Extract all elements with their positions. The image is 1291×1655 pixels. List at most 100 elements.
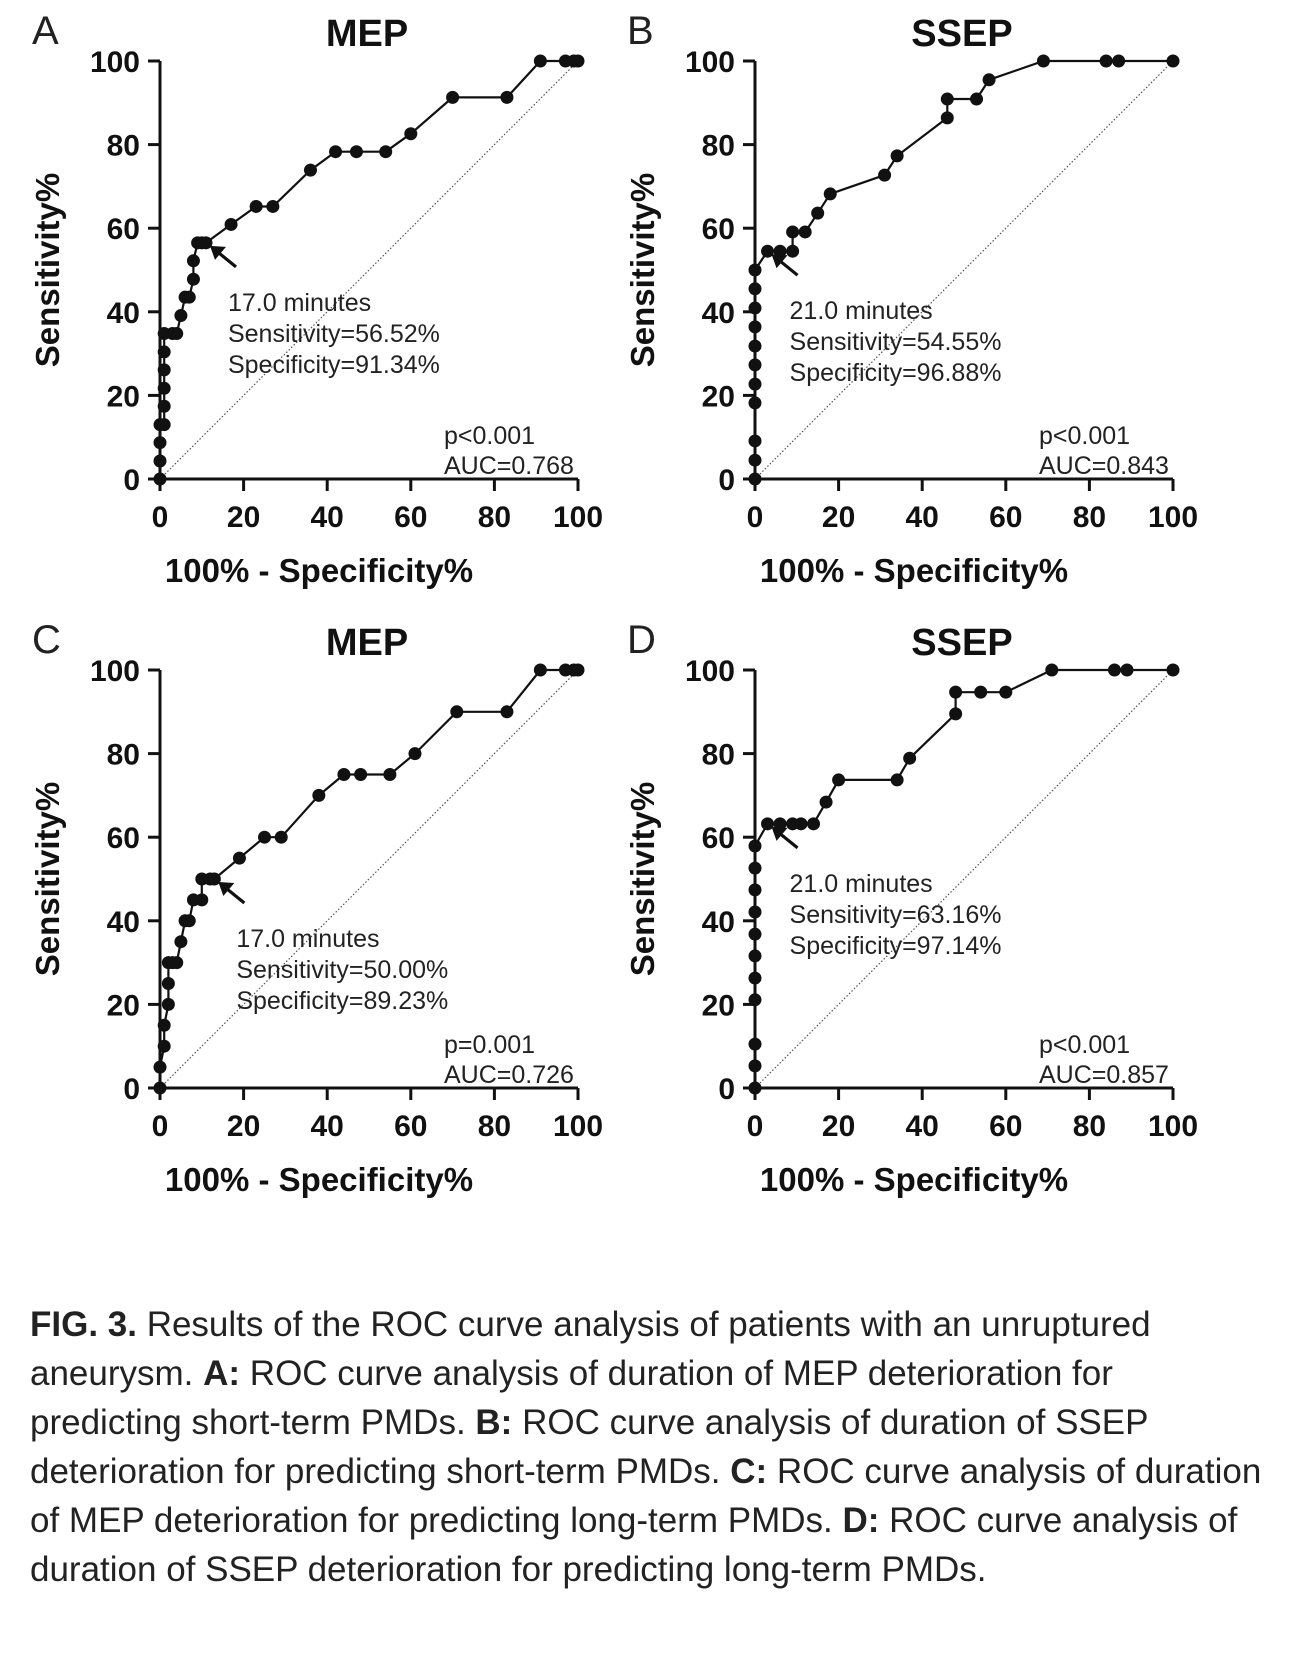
- y-tick-label: 40: [107, 297, 140, 330]
- roc-point: [258, 830, 271, 844]
- cutoff-annotation: 21.0 minutes: [790, 870, 933, 898]
- roc-point: [903, 751, 917, 765]
- roc-point: [157, 381, 171, 395]
- x-tick-label: 100: [553, 1110, 603, 1143]
- figure-label: FIG. 3.: [30, 1305, 137, 1344]
- cutoff-annotation: Sensitivity=63.16%: [790, 901, 1002, 929]
- roc-point: [1107, 663, 1121, 677]
- roc-panel-b: B SSEP 0 20 40 60 80 100 0 20 40 60 80 100 100% - Spec…: [624, 9, 1198, 589]
- roc-point: [786, 225, 800, 239]
- roc-point: [974, 685, 988, 699]
- roc-point: [195, 893, 209, 907]
- roc-point: [157, 345, 171, 359]
- roc-point: [1099, 54, 1113, 68]
- cutoff-annotation: Specificity=91.34%: [228, 351, 440, 379]
- reference-line: [754, 60, 1174, 480]
- reference-line: [754, 669, 1174, 1089]
- caption-part: ROC curve analysis of duration of SSEP d…: [30, 1501, 1238, 1589]
- cutoff-annotation: Sensitivity=56.52%: [228, 320, 440, 348]
- roc-point: [819, 795, 833, 809]
- roc-point: [890, 149, 904, 163]
- roc-point: [157, 399, 171, 413]
- y-tick-label: 20: [702, 989, 735, 1022]
- roc-point: [500, 705, 514, 719]
- y-axis-label: Sensitivity%: [624, 782, 661, 976]
- x-tick-label: 100: [1148, 501, 1198, 534]
- y-tick-label: 60: [107, 822, 140, 855]
- stat-p: p<0.001: [1039, 1031, 1130, 1059]
- chart-title: MEP: [326, 622, 408, 664]
- roc-point: [748, 883, 762, 897]
- x-tick-label: 20: [822, 1110, 855, 1143]
- roc-point: [329, 145, 343, 159]
- roc-point: [1166, 663, 1180, 677]
- x-tick-label: 20: [227, 1110, 260, 1143]
- roc-point: [404, 127, 418, 141]
- caption-part: A:: [203, 1354, 241, 1393]
- roc-point: [1045, 663, 1059, 677]
- roc-point: [999, 685, 1013, 699]
- roc-point: [748, 839, 762, 853]
- roc-point: [408, 747, 422, 761]
- roc-point: [748, 1059, 762, 1073]
- roc-point: [1112, 54, 1126, 68]
- caption-part: C:: [730, 1452, 768, 1491]
- roc-point: [811, 206, 825, 220]
- stat-auc: AUC=0.768: [444, 452, 574, 480]
- roc-point: [157, 363, 171, 377]
- x-tick-label: 60: [394, 1110, 427, 1143]
- roc-point: [940, 111, 954, 125]
- x-tick-label: 0: [747, 1110, 764, 1143]
- y-tick-label: 0: [718, 464, 735, 497]
- roc-point: [940, 92, 954, 106]
- roc-point: [182, 290, 196, 304]
- roc-point: [153, 454, 167, 468]
- caption-part: ROC curve analysis of duration of MEP de…: [30, 1452, 1262, 1540]
- roc-point: [199, 236, 213, 250]
- roc-point: [748, 434, 762, 448]
- x-tick-label: 0: [152, 1110, 169, 1143]
- cutoff-annotation: 17.0 minutes: [236, 925, 379, 953]
- roc-point: [224, 217, 238, 231]
- roc-point: [773, 244, 787, 258]
- roc-point: [266, 199, 280, 213]
- stat-auc: AUC=0.843: [1039, 452, 1169, 480]
- roc-point: [157, 1039, 171, 1053]
- reference-line: [159, 60, 579, 480]
- caption-part: Results of the ROC curve analysis of pat…: [30, 1305, 1151, 1393]
- y-tick-label: 60: [107, 213, 140, 246]
- roc-point: [794, 817, 808, 831]
- roc-point: [161, 977, 175, 990]
- roc-point: [949, 685, 963, 699]
- panel-letter: C: [32, 618, 61, 662]
- roc-point: [748, 927, 762, 941]
- x-tick-label: 40: [906, 1110, 939, 1143]
- figure-caption: FIG. 3. Results of the ROC curve analysi…: [30, 1300, 1270, 1594]
- cutoff-arrowhead: [218, 882, 235, 896]
- roc-point: [249, 199, 263, 213]
- roc-point: [174, 935, 188, 949]
- cutoff-annotation: 21.0 minutes: [790, 297, 933, 325]
- roc-point: [174, 309, 188, 323]
- roc-point: [982, 73, 996, 87]
- cutoff-annotation: Specificity=97.14%: [790, 932, 1002, 960]
- chart-title: SSEP: [911, 622, 1012, 664]
- roc-point: [761, 817, 775, 831]
- roc-point: [890, 773, 904, 787]
- y-tick-label: 20: [107, 989, 140, 1022]
- roc-point: [748, 861, 762, 875]
- y-tick-label: 80: [107, 130, 140, 163]
- roc-point: [153, 1060, 167, 1074]
- x-tick-label: 60: [394, 501, 427, 534]
- roc-point: [354, 768, 368, 781]
- x-axis-label: 100% - Specificity%: [165, 1161, 473, 1198]
- roc-point: [500, 90, 514, 104]
- stat-auc: AUC=0.857: [1039, 1061, 1169, 1089]
- chart-title: SSEP: [911, 13, 1012, 55]
- roc-point: [1036, 54, 1050, 68]
- y-tick-label: 100: [90, 655, 140, 688]
- roc-point: [748, 1037, 762, 1051]
- y-tick-label: 80: [107, 739, 140, 772]
- roc-point: [232, 851, 246, 865]
- y-tick-label: 80: [702, 130, 735, 163]
